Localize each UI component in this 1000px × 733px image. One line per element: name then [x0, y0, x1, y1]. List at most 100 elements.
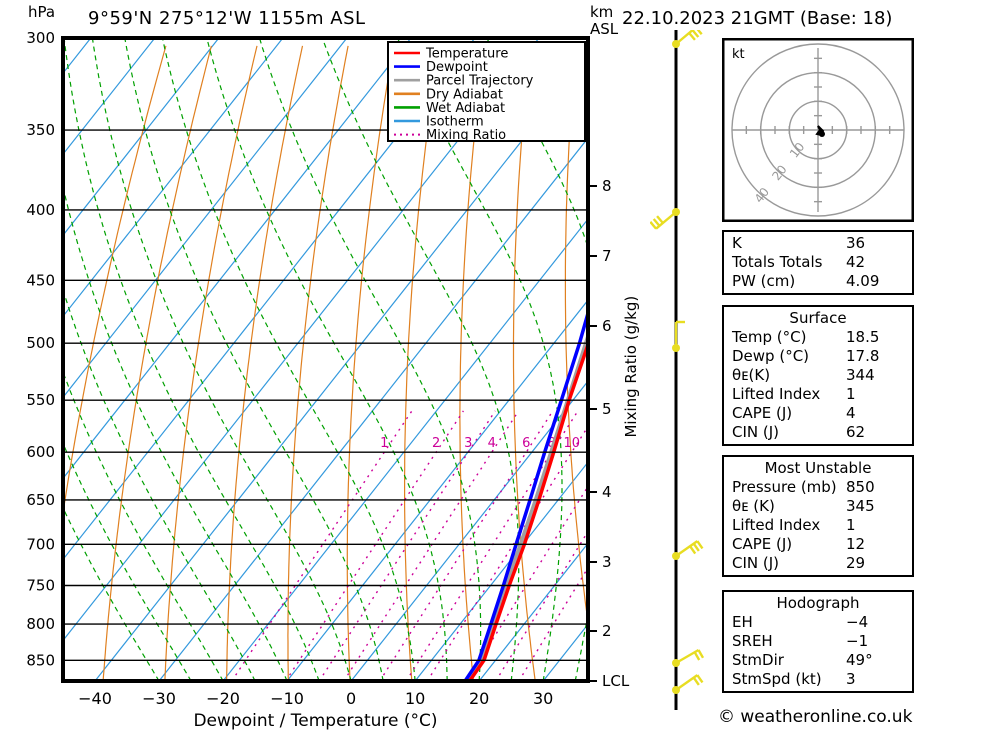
svg-text:Wet Adiabat: Wet Adiabat: [426, 101, 505, 116]
row-value: 3: [846, 670, 856, 688]
row-label: Totals Totals: [732, 253, 823, 271]
panel-surface-parcel: Surface Temp (°C) 18.5 Dewp (°C) 17.8 θᴇ…: [722, 305, 914, 446]
table-row: Totals Totals 42: [724, 253, 912, 272]
svg-text:kt: kt: [732, 47, 745, 62]
station-location-title: 9°59'N 275°12'W 1155m ASL: [88, 8, 366, 29]
svg-text:8: 8: [602, 177, 612, 195]
row-value: 4.09: [846, 272, 880, 290]
table-row: StmDir 49°: [724, 651, 912, 670]
row-value: 1: [846, 385, 856, 403]
svg-text:10: 10: [563, 436, 580, 451]
svg-text:650: 650: [26, 491, 55, 509]
svg-text:1: 1: [380, 436, 388, 451]
row-value: 42: [846, 253, 866, 271]
wind-barb-canvas: [650, 30, 705, 710]
table-row: θᴇ (K) 345: [724, 497, 912, 516]
table-row: CAPE (J) 4: [724, 404, 912, 423]
svg-text:0: 0: [346, 689, 356, 708]
row-label: θᴇ(K): [732, 366, 771, 384]
svg-text:4: 4: [488, 436, 496, 451]
svg-text:3: 3: [602, 553, 612, 571]
svg-text:Parcel Trajectory: Parcel Trajectory: [426, 74, 534, 89]
table-row: EH −4: [724, 613, 912, 632]
table-row: CIN (J) 62: [724, 423, 912, 442]
row-label: θᴇ (K): [732, 497, 775, 515]
table-row: CAPE (J) 12: [724, 535, 912, 554]
row-label: Lifted Index: [732, 516, 821, 534]
svg-text:20: 20: [469, 689, 489, 708]
svg-text:600: 600: [26, 443, 55, 461]
copyright-label: © weatheronline.co.uk: [718, 707, 913, 727]
table-row: CIN (J) 29: [724, 554, 912, 573]
table-row: SREH −1: [724, 632, 912, 651]
row-label: SREH: [732, 632, 773, 650]
svg-text:500: 500: [26, 334, 55, 352]
svg-text:Temperature: Temperature: [425, 47, 508, 62]
table-row: StmSpd (kt) 3: [724, 670, 912, 689]
row-value: 49°: [846, 651, 873, 669]
wind-barb-column: [650, 30, 720, 710]
table-row: θᴇ(K) 344: [724, 366, 912, 385]
panel-title: Most Unstable: [764, 459, 872, 477]
svg-text:700: 700: [26, 535, 55, 553]
row-label: StmDir: [732, 651, 784, 669]
svg-text:6: 6: [522, 436, 530, 451]
svg-text:7: 7: [602, 247, 612, 265]
svg-text:Dry Adiabat: Dry Adiabat: [426, 87, 503, 102]
svg-text:−10: −10: [270, 689, 304, 708]
svg-text:30: 30: [533, 689, 553, 708]
row-value: 344: [846, 366, 875, 384]
svg-text:−30: −30: [142, 689, 176, 708]
svg-text:Mixing Ratio (g/kg): Mixing Ratio (g/kg): [622, 296, 640, 438]
panel-stability-indices: K 36 Totals Totals 42 PW (cm) 4.09: [722, 230, 914, 295]
panel-title: Hodograph: [776, 594, 860, 612]
panel-hodograph-stats: Hodograph EH −4 SREH −1 StmDir 49° StmSp…: [722, 590, 914, 693]
row-value: 36: [846, 234, 866, 252]
svg-text:2: 2: [432, 436, 440, 451]
svg-text:10: 10: [405, 689, 425, 708]
svg-text:400: 400: [26, 201, 55, 219]
svg-text:550: 550: [26, 391, 55, 409]
svg-text:Mixing Ratio: Mixing Ratio: [426, 128, 506, 143]
row-value: 17.8: [846, 347, 880, 365]
svg-text:750: 750: [26, 576, 55, 594]
table-row: PW (cm) 4.09: [724, 272, 912, 291]
svg-text:8: 8: [547, 436, 555, 451]
height-unit-label: km: [590, 3, 614, 21]
svg-text:Dewpoint: Dewpoint: [426, 60, 488, 75]
svg-text:Isotherm: Isotherm: [426, 115, 484, 130]
row-label: CIN (J): [732, 554, 780, 572]
row-label: EH: [732, 613, 753, 631]
row-label: PW (cm): [732, 272, 796, 290]
svg-text:−20: −20: [206, 689, 240, 708]
row-value: 4: [846, 404, 856, 422]
pressure-unit-label: hPa: [28, 3, 56, 21]
svg-text:450: 450: [26, 271, 55, 289]
row-value: 345: [846, 497, 875, 515]
row-label: Pressure (mb): [732, 478, 837, 496]
svg-text:6: 6: [602, 317, 612, 335]
svg-text:5: 5: [602, 400, 612, 418]
row-value: −1: [846, 632, 869, 650]
row-label: Lifted Index: [732, 385, 821, 403]
skewt-canvas: 1 2 3 4 6 8 10 300 350 400 450 500 550 600 650 700 750 8 0…: [26, 29, 640, 731]
panel-most-unstable-parcel: Most Unstable Pressure (mb) 850 θᴇ (K) 3…: [722, 455, 914, 577]
row-value: 18.5: [846, 328, 880, 346]
table-row: Pressure (mb) 850: [724, 478, 912, 497]
svg-text:LCL: LCL: [602, 672, 630, 690]
table-row: Lifted Index 1: [724, 385, 912, 404]
hodograph-plot: kt 10 20 40: [722, 38, 914, 222]
height-unit-asl-label: ASL: [590, 20, 619, 38]
svg-text:−40: −40: [78, 689, 112, 708]
svg-text:350: 350: [26, 121, 55, 139]
row-value: 12: [846, 535, 866, 553]
svg-text:850: 850: [26, 651, 55, 669]
table-row: Temp (°C) 18.5: [724, 328, 912, 347]
table-row: K 36: [724, 234, 912, 253]
forecast-datetime-label: 22.10.2023 21GMT (Base: 18): [622, 8, 893, 29]
svg-text:300: 300: [26, 29, 55, 47]
row-value: 62: [846, 423, 866, 441]
row-value: 850: [846, 478, 875, 496]
panel-title: Surface: [789, 309, 847, 327]
